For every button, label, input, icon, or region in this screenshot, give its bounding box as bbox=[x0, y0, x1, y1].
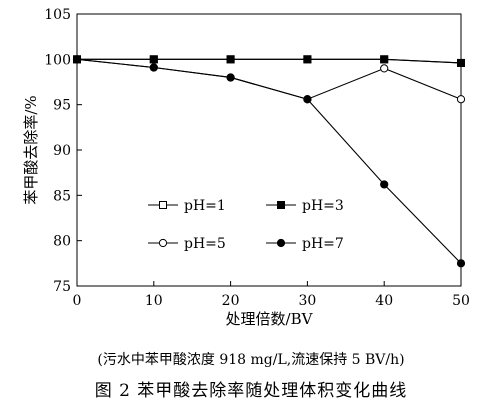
data-point bbox=[456, 95, 466, 104]
x-tick-label: 0 bbox=[73, 293, 82, 309]
y-tick-label: 75 bbox=[53, 279, 71, 295]
data-point bbox=[380, 180, 389, 189]
series-layer bbox=[72, 55, 466, 268]
legend-marker bbox=[277, 201, 285, 209]
axis-ticks: 0 10 20 30 40 50 75 80 85 90 95 100 105 bbox=[44, 7, 470, 309]
y-axis-label: 苯甲酸去除率/% bbox=[22, 95, 40, 204]
legend-marker bbox=[158, 238, 168, 248]
legend-label: pH=5 bbox=[184, 236, 226, 252]
data-point bbox=[456, 259, 466, 268]
legend-entry: pH=3 bbox=[266, 198, 344, 214]
legend-marker bbox=[276, 238, 286, 248]
plot-area-frame bbox=[76, 13, 462, 287]
series-line bbox=[77, 58, 462, 64]
y-tick-label: 105 bbox=[44, 7, 71, 23]
x-tick-label: 40 bbox=[375, 293, 393, 309]
x-tick-label: 50 bbox=[452, 293, 470, 309]
legend-entry: pH=7 bbox=[266, 236, 344, 252]
data-point bbox=[380, 64, 389, 73]
x-tick-label: 20 bbox=[222, 293, 240, 309]
data-point bbox=[149, 55, 158, 64]
data-point bbox=[226, 55, 235, 64]
legend-label: pH=1 bbox=[184, 198, 226, 214]
legend-marker bbox=[159, 201, 167, 209]
x-axis-label: 处理倍数/BV bbox=[226, 310, 314, 328]
x-tick-label: 10 bbox=[145, 293, 163, 309]
series-pH=5 bbox=[72, 55, 466, 104]
figure-caption: 图 2 苯甲酸去除率随处理体积变化曲线 bbox=[94, 381, 408, 401]
benzoic-acid-removal-chart: 0 10 20 30 40 50 75 80 85 90 95 100 105 pH=1 pH=3 pH=5… bbox=[22, 7, 470, 328]
y-tick-label: 90 bbox=[53, 143, 71, 159]
data-point bbox=[72, 55, 82, 64]
legend-entry: pH=1 bbox=[148, 198, 226, 214]
series-line bbox=[76, 58, 462, 264]
data-point bbox=[303, 95, 312, 104]
data-point bbox=[457, 58, 465, 67]
legend: pH=1 pH=3 pH=5 pH=7 bbox=[148, 198, 344, 252]
series-pH=7 bbox=[72, 55, 466, 268]
data-point bbox=[226, 73, 235, 82]
legend-label: pH=3 bbox=[302, 198, 344, 214]
figure-note: (污水中苯甲酸浓度 918 mg/L,流速保持 5 BV/h) bbox=[97, 352, 405, 368]
y-tick-label: 100 bbox=[44, 52, 71, 68]
y-tick-label: 80 bbox=[53, 234, 71, 250]
data-point bbox=[303, 55, 312, 64]
data-point bbox=[380, 55, 389, 64]
x-tick-label: 30 bbox=[298, 293, 316, 309]
legend-label: pH=7 bbox=[302, 236, 344, 252]
data-point bbox=[149, 63, 158, 72]
y-tick-label: 95 bbox=[53, 98, 71, 114]
legend-entry: pH=5 bbox=[148, 236, 226, 252]
y-tick-label: 85 bbox=[53, 188, 71, 204]
